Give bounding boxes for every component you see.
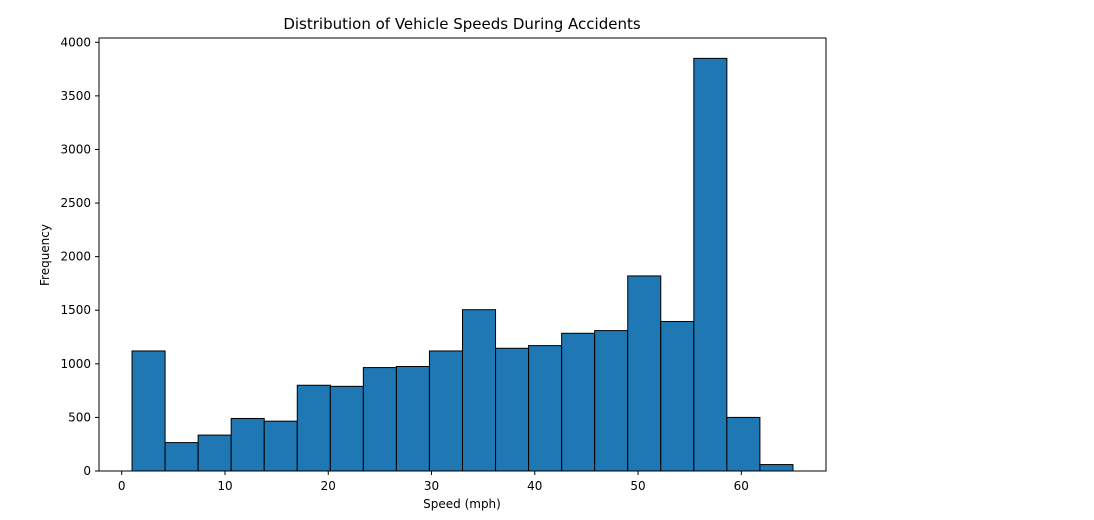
chart-title: Distribution of Vehicle Speeds During Ac… <box>283 15 641 33</box>
x-tick-label: 60 <box>734 479 749 493</box>
x-axis: 0 10 20 30 40 50 60 <box>118 471 749 493</box>
histogram-bar-3 <box>197 434 232 472</box>
histogram-bar-19 <box>726 416 761 472</box>
y-tick-label: 2000 <box>60 250 91 264</box>
y-tick-label: 3500 <box>60 89 91 103</box>
histogram-bar-17 <box>660 320 695 472</box>
histogram-bar-10 <box>428 350 464 472</box>
histogram-bar-18 <box>693 57 728 472</box>
histogram-bar-6 <box>296 384 331 472</box>
x-tick-label: 20 <box>321 479 336 493</box>
histogram-bar-12 <box>495 347 530 472</box>
histogram-bar-15 <box>594 330 629 472</box>
y-tick-label: 1000 <box>60 357 91 371</box>
x-tick-label: 10 <box>217 479 232 493</box>
y-axis: 0 500 1000 1500 2000 2500 3000 3500 4000 <box>60 35 99 478</box>
histogram-bar-1 <box>131 350 166 472</box>
y-tick-label: 500 <box>68 410 91 424</box>
histogram-bar-2 <box>164 442 199 472</box>
histogram-bar-4 <box>230 417 265 472</box>
histogram-bar-5 <box>263 420 298 472</box>
y-tick-label: 0 <box>83 464 91 478</box>
histogram-bar-16 <box>627 275 662 472</box>
histogram-bar-8 <box>362 367 397 472</box>
y-axis-label: Frequency <box>38 224 52 286</box>
histogram-bar-14 <box>561 332 596 472</box>
histogram-bar-9 <box>395 366 430 472</box>
y-tick-label: 3000 <box>60 142 91 156</box>
y-tick-label: 1500 <box>60 303 91 317</box>
histogram-bar-20 <box>759 464 794 472</box>
y-tick-label: 2500 <box>60 196 91 210</box>
bars-layer <box>131 57 794 472</box>
histogram-bar-7 <box>329 385 364 472</box>
plot-frame <box>98 37 827 472</box>
histogram-bar-13 <box>528 345 563 472</box>
x-tick-label: 30 <box>424 479 439 493</box>
histogram-bar-11 <box>462 309 497 472</box>
x-tick-label: 50 <box>630 479 645 493</box>
x-tick-label: 0 <box>118 479 126 493</box>
x-tick-label: 40 <box>527 479 542 493</box>
x-axis-label: Speed (mph) <box>423 497 501 511</box>
y-tick-label: 4000 <box>60 35 91 49</box>
